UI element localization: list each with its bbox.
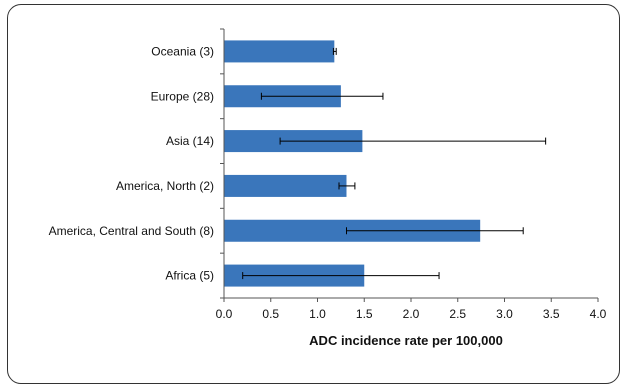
bar xyxy=(224,40,335,63)
x-tick-label: 3.0 xyxy=(496,307,513,321)
category-label: America, Central and South (8) xyxy=(49,224,214,238)
category-label: Oceania (3) xyxy=(151,44,214,58)
x-tick-label: 4.0 xyxy=(590,307,607,321)
x-tick-label: 2.5 xyxy=(449,307,466,321)
x-tick-label: 3.5 xyxy=(543,307,560,321)
category-label: Europe (28) xyxy=(151,89,214,103)
category-label: Asia (14) xyxy=(166,134,214,148)
bars-group xyxy=(224,40,481,287)
x-tick-label: 0.5 xyxy=(262,307,279,321)
bar xyxy=(224,174,347,197)
bar-chart: Oceania (3) Europe (28) Asia (14) America, … xyxy=(49,28,607,348)
x-axis-title: ADC incidence rate per 100,000 xyxy=(309,333,503,348)
x-tick-label: 0.0 xyxy=(216,307,233,321)
category-label: America, North (2) xyxy=(116,179,214,193)
x-tick-label: 1.0 xyxy=(309,307,326,321)
error-bars-group xyxy=(242,47,547,280)
x-tick-label: 1.5 xyxy=(356,307,373,321)
y-axis: Oceania (3) Europe (28) Asia (14) America, … xyxy=(49,28,225,299)
x-tick-label: 2.0 xyxy=(403,307,420,321)
x-axis: 0.0 0.5 1.0 1.5 2.0 2.5 3.0 3.5 4.0 xyxy=(216,297,607,321)
category-label: Africa (5) xyxy=(165,269,214,283)
